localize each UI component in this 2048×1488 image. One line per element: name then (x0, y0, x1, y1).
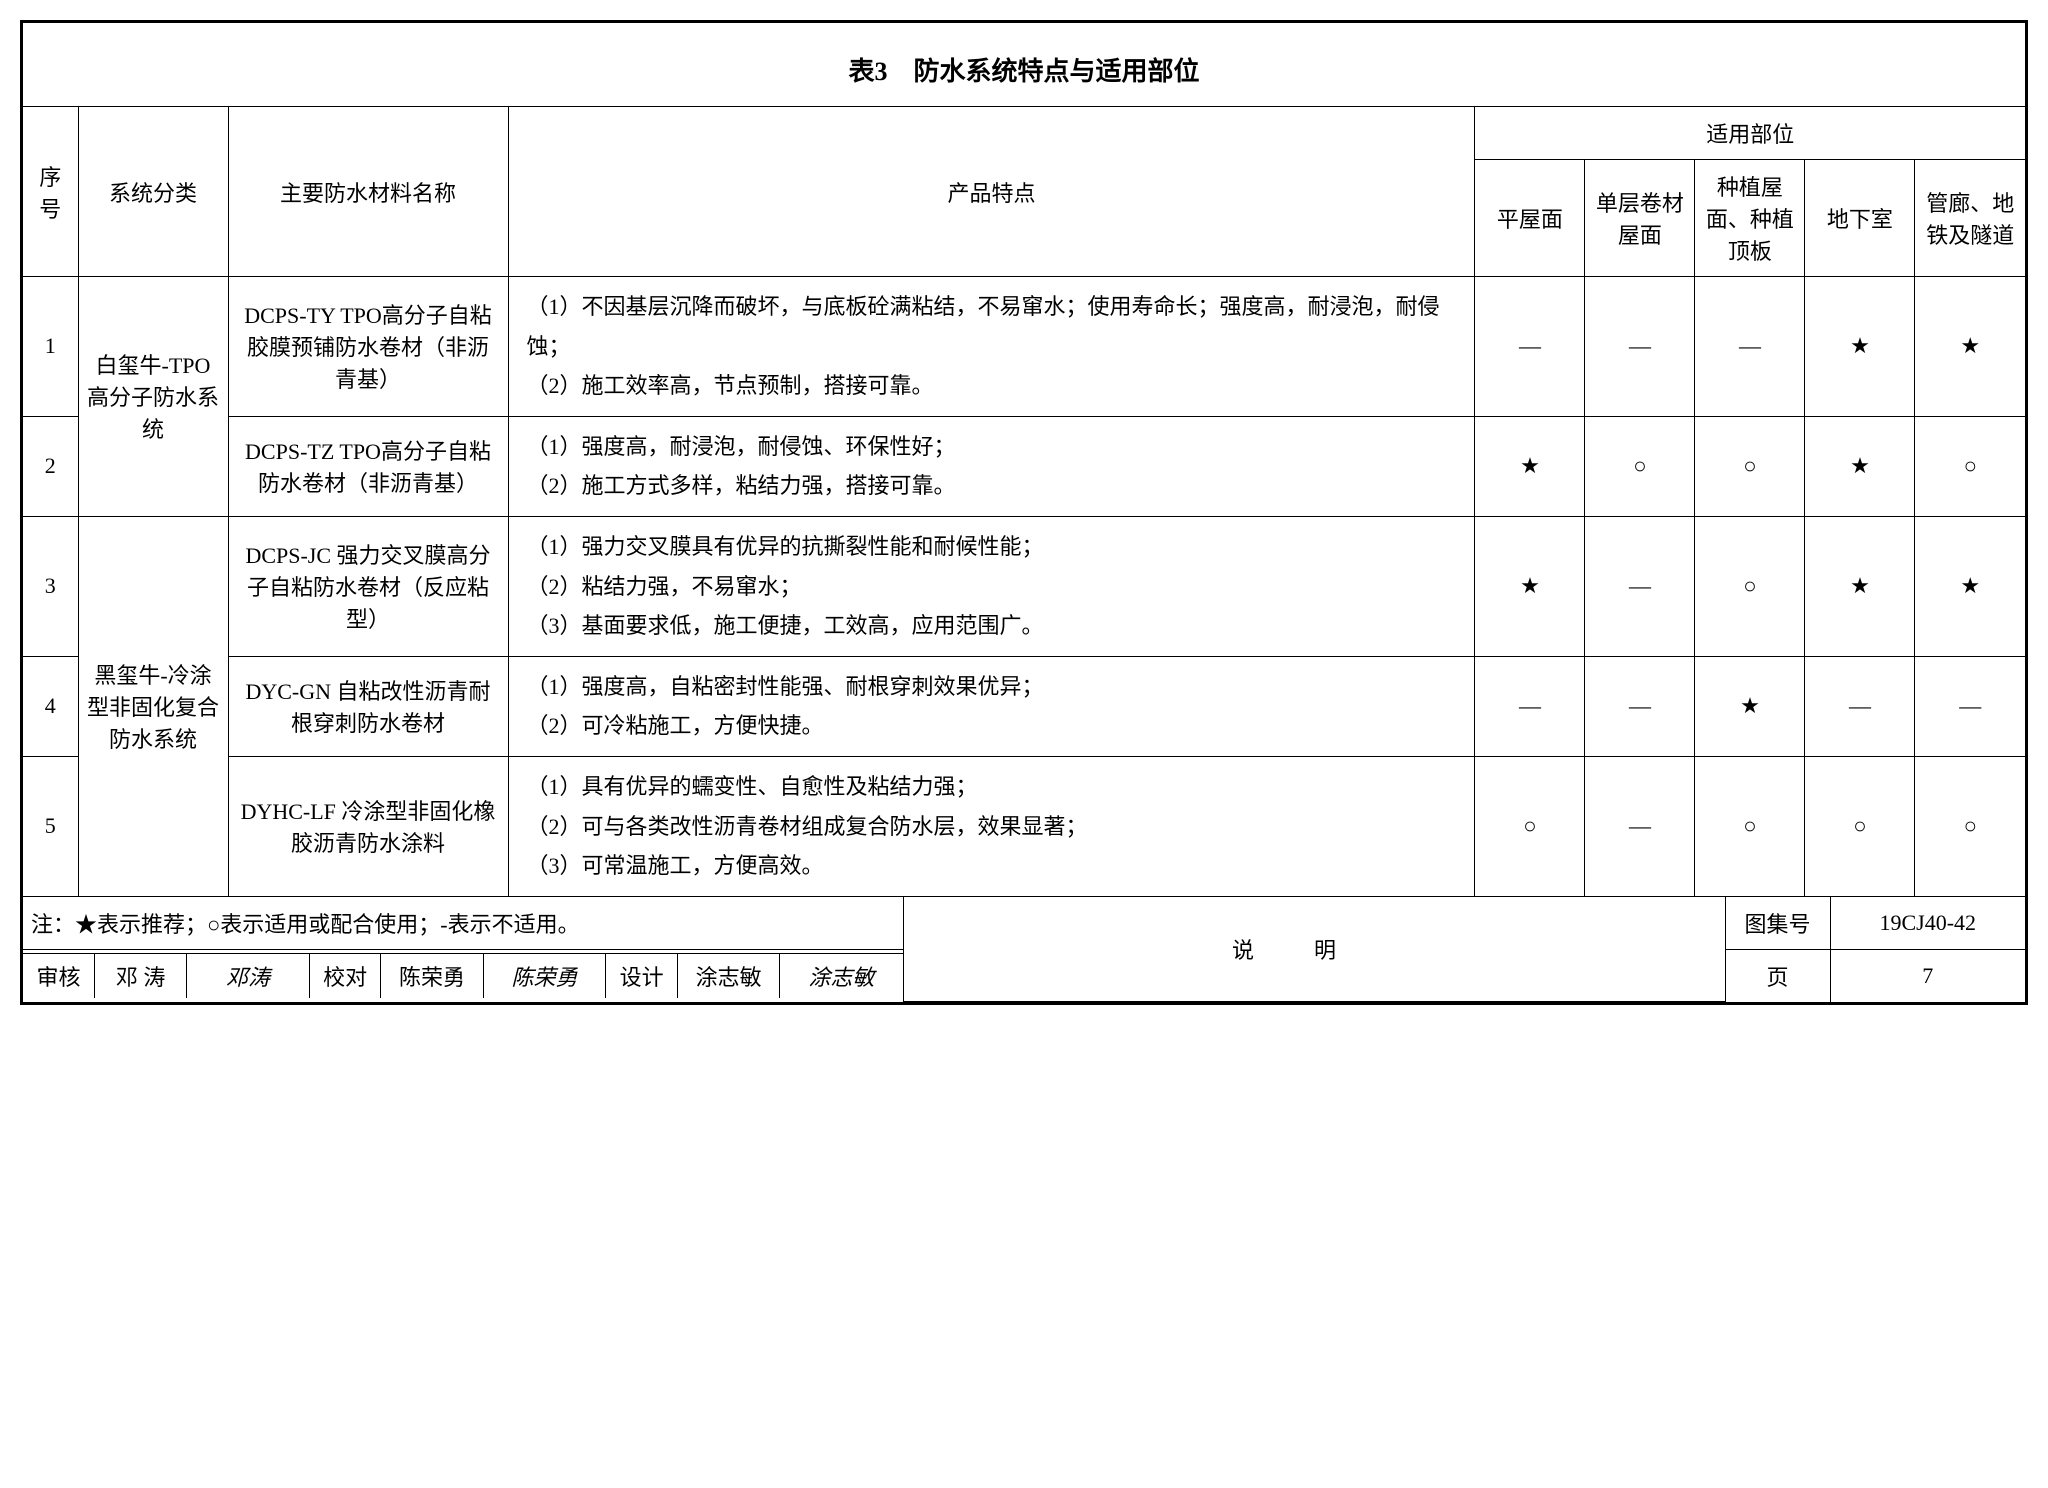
table-title: 表3 防水系统特点与适用部位 (23, 51, 2025, 88)
features-cell: （1）具有优异的蠕变性、自愈性及粘结力强；（2）可与各类改性沥青卷材组成复合防水… (508, 756, 1475, 896)
applicability-cell: ★ (1915, 516, 2025, 656)
applicability-cell: ○ (1915, 416, 2025, 516)
applicability-cell: — (1475, 656, 1585, 756)
row-index: 1 (23, 277, 78, 417)
main-table: 序号 系统分类 主要防水材料名称 产品特点 适用部位 平屋面 单层卷材屋面 种植… (23, 106, 2025, 897)
category-cell: 黑玺牛-冷涂型非固化复合防水系统 (78, 516, 228, 896)
col-idx: 序号 (23, 107, 78, 277)
table-row: 1白玺牛-TPO高分子防水系统DCPS-TY TPO高分子自粘胶膜预铺防水卷材（… (23, 277, 2025, 417)
features-cell: （1）不因基层沉降而破坏，与底板砼满粘结，不易窜水；使用寿命长；强度高，耐浸泡，… (508, 277, 1475, 417)
applicability-cell: — (1585, 656, 1695, 756)
features-cell: （1）强力交叉膜具有优异的抗撕裂性能和耐候性能；（2）粘结力强，不易窜水；（3）… (508, 516, 1475, 656)
table-row: 4 DYC-GN 自粘改性沥青耐根穿刺防水卷材（1）强度高，自粘密封性能强、耐根穿… (23, 656, 2025, 756)
design-name: 涂志敏 (677, 954, 779, 999)
row-index: 2 (23, 416, 78, 516)
applicability-cell: — (1475, 277, 1585, 417)
col-features: 产品特点 (508, 107, 1475, 277)
col-apps-group: 适用部位 (1475, 107, 2025, 160)
signoff-table: 审核 邓 涛 邓涛 校对 陈荣勇 陈荣勇 设计 涂志敏 涂志敏 (23, 953, 903, 998)
table-row: 3黑玺牛-冷涂型非固化复合防水系统DCPS-JC 强力交叉膜高分子自粘防水卷材（… (23, 516, 2025, 656)
applicability-cell: — (1585, 756, 1695, 896)
design-label: 设计 (606, 954, 678, 999)
col-app3: 种植屋面、种植顶板 (1695, 160, 1805, 277)
check-label: 校对 (309, 954, 381, 999)
review-label: 审核 (23, 954, 95, 999)
material-cell: DYC-GN 自粘改性沥青耐根穿刺防水卷材 (228, 656, 508, 756)
review-signature: 邓涛 (187, 954, 310, 999)
applicability-cell: ★ (1475, 516, 1585, 656)
applicability-cell: — (1695, 277, 1805, 417)
features-cell: （1）强度高，自粘密封性能强、耐根穿刺效果优异；（2）可冷粘施工，方便快捷。 (508, 656, 1475, 756)
design-signature: 涂志敏 (780, 954, 903, 999)
row-index: 4 (23, 656, 78, 756)
check-signature: 陈荣勇 (483, 954, 606, 999)
legend-note: 注：★表示推荐；○表示适用或配合使用；-表示不适用。 (23, 897, 903, 950)
features-cell: （1）强度高，耐浸泡，耐侵蚀、环保性好；（2）施工方式多样，粘结力强，搭接可靠。 (508, 416, 1475, 516)
table-row: 5 DYHC-LF 冷涂型非固化橡胶沥青防水涂料（1）具有优异的蠕变性、自愈性及粘… (23, 756, 2025, 896)
col-app1: 平屋面 (1475, 160, 1585, 277)
category-cell: 白玺牛-TPO高分子防水系统 (78, 277, 228, 517)
row-index: 3 (23, 516, 78, 656)
atlas-value: 19CJ40-42 (1830, 897, 2025, 950)
col-app5: 管廊、地铁及隧道 (1915, 160, 2025, 277)
applicability-cell: — (1915, 656, 2025, 756)
material-cell: DYHC-LF 冷涂型非固化橡胶沥青防水涂料 (228, 756, 508, 896)
material-cell: DCPS-TY TPO高分子自粘胶膜预铺防水卷材（非沥青基） (228, 277, 508, 417)
applicability-cell: ○ (1695, 416, 1805, 516)
page-value: 7 (1830, 949, 2025, 1002)
applicability-cell: ★ (1805, 516, 1915, 656)
applicability-cell: ○ (1475, 756, 1585, 896)
atlas-label: 图集号 (1725, 897, 1830, 950)
applicability-cell: ★ (1805, 416, 1915, 516)
material-cell: DCPS-TZ TPO高分子自粘防水卷材（非沥青基） (228, 416, 508, 516)
col-app4: 地下室 (1805, 160, 1915, 277)
row-index: 5 (23, 756, 78, 896)
applicability-cell: ★ (1805, 277, 1915, 417)
applicability-cell: ★ (1695, 656, 1805, 756)
applicability-cell: ○ (1915, 756, 2025, 896)
applicability-cell: ○ (1585, 416, 1695, 516)
note-table: 注：★表示推荐；○表示适用或配合使用；-表示不适用。 说明 图集号 19CJ40… (23, 897, 2025, 1003)
col-category: 系统分类 (78, 107, 228, 277)
applicability-cell: — (1585, 277, 1695, 417)
applicability-cell: — (1805, 656, 1915, 756)
applicability-cell: ★ (1915, 277, 2025, 417)
table-row: 2 DCPS-TZ TPO高分子自粘防水卷材（非沥青基）（1）强度高，耐浸泡，耐侵… (23, 416, 2025, 516)
applicability-cell: ○ (1695, 516, 1805, 656)
check-name: 陈荣勇 (381, 954, 483, 999)
col-app2: 单层卷材屋面 (1585, 160, 1695, 277)
page-label: 页 (1725, 949, 1830, 1002)
applicability-cell: ★ (1475, 416, 1585, 516)
document-page: 表3 防水系统特点与适用部位 序号 系统分类 主要防水材料名称 产品特点 适用部… (20, 20, 2028, 1005)
review-name: 邓 涛 (95, 954, 187, 999)
applicability-cell: ○ (1805, 756, 1915, 896)
material-cell: DCPS-JC 强力交叉膜高分子自粘防水卷材（反应粘型） (228, 516, 508, 656)
footer-heading: 说明 (903, 897, 1725, 1002)
applicability-cell: — (1585, 516, 1695, 656)
col-material: 主要防水材料名称 (228, 107, 508, 277)
applicability-cell: ○ (1695, 756, 1805, 896)
